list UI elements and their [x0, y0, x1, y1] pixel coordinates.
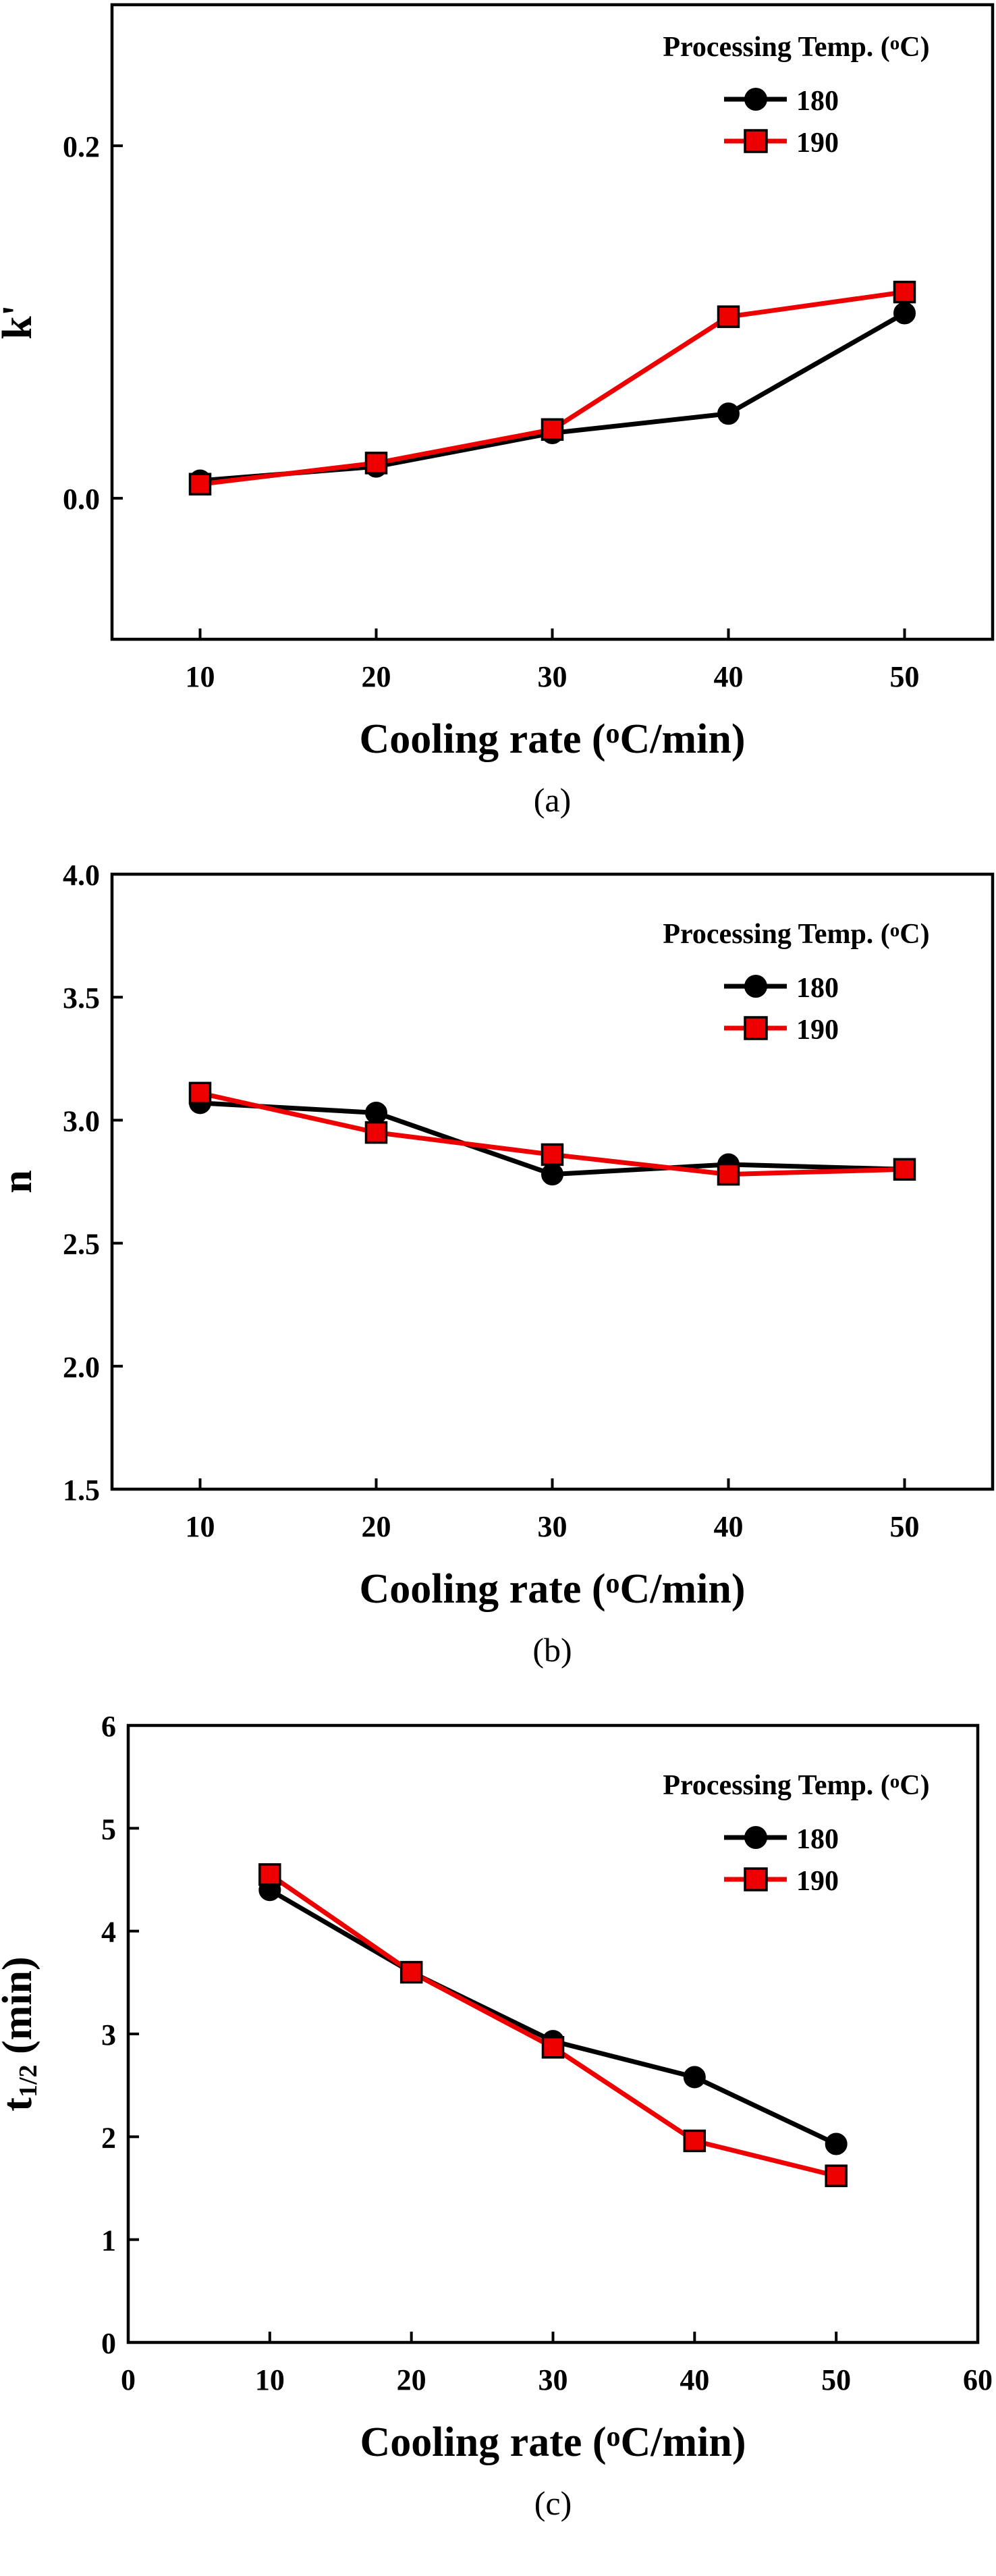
svg-text:30: 30 [538, 1510, 568, 1543]
svg-text:4: 4 [101, 1916, 116, 1949]
svg-text:t1/2 (min): t1/2 (min) [0, 1956, 43, 2111]
svg-text:3.5: 3.5 [63, 982, 100, 1015]
svg-text:40: 40 [714, 660, 744, 693]
svg-text:30: 30 [538, 660, 568, 693]
svg-text:1: 1 [101, 2224, 116, 2257]
svg-text:10: 10 [186, 1510, 215, 1543]
svg-text:2.0: 2.0 [63, 1351, 100, 1384]
svg-text:0: 0 [101, 2327, 116, 2360]
svg-text:0: 0 [121, 2363, 136, 2396]
svg-text:(c): (c) [534, 2484, 572, 2522]
svg-text:10: 10 [186, 660, 215, 693]
svg-text:6: 6 [101, 1710, 116, 1743]
svg-text:20: 20 [362, 1510, 391, 1543]
svg-text:190: 190 [796, 1866, 839, 1897]
svg-text:0.0: 0.0 [63, 483, 100, 516]
svg-text:2: 2 [101, 2121, 116, 2154]
svg-text:20: 20 [397, 2363, 426, 2396]
svg-text:0.2: 0.2 [63, 130, 100, 163]
svg-text:Cooling rate (oC/min): Cooling rate (oC/min) [360, 2419, 746, 2465]
svg-text:30: 30 [538, 2363, 568, 2396]
svg-text:3: 3 [101, 2018, 116, 2051]
svg-text:1.5: 1.5 [63, 1474, 100, 1507]
svg-text:180: 180 [796, 973, 839, 1004]
svg-text:50: 50 [821, 2363, 851, 2396]
svg-text:40: 40 [714, 1510, 744, 1543]
svg-text:n: n [0, 1170, 40, 1193]
svg-text:3.0: 3.0 [63, 1104, 100, 1137]
svg-text:190: 190 [796, 1015, 839, 1046]
svg-text:40: 40 [680, 2363, 709, 2396]
svg-text:Cooling rate (oC/min): Cooling rate (oC/min) [359, 716, 745, 762]
svg-text:(a): (a) [534, 781, 572, 819]
svg-text:Processing Temp. (oC): Processing Temp. (oC) [663, 919, 929, 950]
svg-text:20: 20 [362, 660, 391, 693]
svg-text:(b): (b) [532, 1631, 572, 1669]
svg-text:Processing Temp. (oC): Processing Temp. (oC) [663, 1770, 929, 1801]
svg-text:180: 180 [796, 86, 839, 117]
svg-text:60: 60 [963, 2363, 993, 2396]
svg-text:190: 190 [796, 128, 839, 159]
svg-text:k': k' [0, 304, 40, 340]
svg-text:5: 5 [101, 1813, 116, 1846]
svg-text:180: 180 [796, 1824, 839, 1855]
svg-text:2.5: 2.5 [63, 1228, 100, 1261]
svg-text:Processing Temp. (oC): Processing Temp. (oC) [663, 32, 929, 63]
svg-text:10: 10 [255, 2363, 285, 2396]
svg-text:50: 50 [890, 1510, 920, 1543]
svg-text:50: 50 [890, 660, 920, 693]
svg-text:4.0: 4.0 [63, 859, 100, 892]
svg-text:Cooling rate (oC/min): Cooling rate (oC/min) [359, 1566, 745, 1612]
